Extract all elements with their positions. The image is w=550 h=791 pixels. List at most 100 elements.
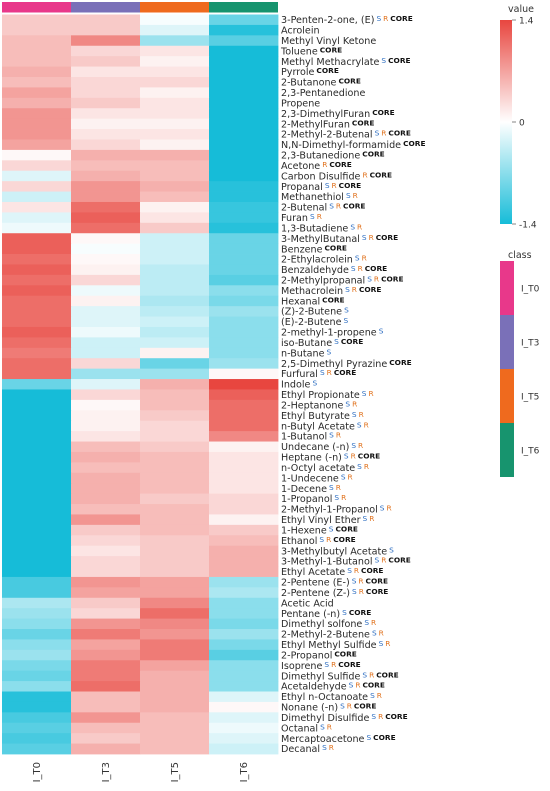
heatmap-cell [140, 420, 210, 432]
heatmap-cell [71, 389, 141, 401]
heatmap-cell [2, 618, 72, 630]
row-tag-s: S [345, 399, 350, 408]
row-tag-r: R [381, 128, 386, 137]
row-label: 2,3-Butanedione CORE [281, 149, 385, 161]
heatmap-cell [2, 14, 72, 26]
row-label: 1-Butanol S R [281, 430, 341, 442]
row-tag-core: CORE [390, 14, 412, 23]
row-tag-s: S [352, 576, 357, 585]
row-tag-s: S [329, 482, 334, 491]
class-bar-I_T3 [71, 2, 140, 13]
row-tag-r: R [341, 493, 346, 502]
heatmap-cell [71, 712, 141, 724]
heatmap-cell [2, 139, 72, 151]
row-tag-s: S [334, 493, 339, 502]
heatmap-cell [209, 629, 279, 640]
heatmap-cell [71, 535, 141, 547]
row-label: Undecane (-n) S R [281, 441, 363, 453]
heatmap-cell [2, 170, 72, 182]
heatmap-cell [71, 597, 141, 609]
row-tag-core: CORE [354, 701, 376, 710]
row-tag-r: R [359, 409, 364, 418]
row-tag-r: R [348, 472, 353, 481]
heatmap-cell [140, 639, 210, 651]
heatmap-cell [140, 222, 210, 234]
heatmap-cell [209, 285, 279, 297]
row-tag-core: CORE [385, 712, 407, 721]
heatmap-cell [140, 316, 210, 328]
heatmap-cell [2, 191, 72, 203]
heatmap-cell [140, 181, 210, 192]
heatmap-cell [2, 45, 72, 57]
row-tag-core: CORE [365, 264, 387, 273]
row-label: Methyl Methacrylate S CORE [281, 55, 411, 67]
heatmap-cell [140, 587, 210, 599]
row-label: Octanal S R [281, 722, 332, 734]
heatmap-cell [140, 212, 210, 224]
heatmap-cell [2, 295, 72, 307]
class-legend-title: class [508, 250, 532, 261]
heatmap-cell [209, 493, 279, 505]
heatmap-cell [71, 56, 141, 67]
heatmap-cell [2, 243, 72, 255]
heatmap-cell [209, 410, 279, 422]
row-label: 2-MethylFuran CORE [281, 118, 374, 130]
heatmap-cell [140, 347, 210, 359]
row-label: 2-Heptanone S R [281, 399, 357, 411]
row-tag-s: S [352, 587, 357, 596]
row-label: Ethyl Propionate S R [281, 389, 374, 401]
heatmap-cell [140, 462, 210, 474]
row-label: n-Butyl Acetate S R [281, 420, 369, 432]
row-tag-core: CORE [329, 159, 351, 168]
row-label: 2-Methyl-2-Butene S R [281, 628, 384, 640]
heatmap-cell [209, 108, 279, 120]
heatmap-cell [140, 597, 210, 609]
row-tag-s: S [351, 264, 356, 273]
row-label: Acetone R CORE [281, 159, 352, 171]
row-tag-core: CORE [325, 243, 347, 252]
heatmap-cell [2, 493, 72, 505]
row-tag-s: S [364, 618, 369, 627]
heatmap-cell [140, 45, 210, 57]
heatmap-cell [209, 45, 279, 57]
heatmap-cell [140, 514, 210, 526]
heatmap-cell [2, 462, 72, 474]
heatmap-cell [71, 316, 141, 328]
heatmap-cell [140, 87, 210, 99]
heatmap-cell [209, 254, 279, 265]
heatmap-cell [209, 212, 279, 224]
row-tag-s: S [329, 201, 334, 210]
colorbar-tick-label: 1.4 [519, 17, 534, 27]
heatmap-cell [71, 576, 141, 588]
row-tag-r: R [353, 191, 358, 200]
row-tag-core: CORE [339, 180, 361, 189]
heatmap-cell [209, 316, 279, 328]
heatmap-cell [71, 201, 141, 213]
row-label: 1-Undecene S R [281, 472, 353, 484]
heatmap-cell [71, 472, 141, 484]
row-tag-core: CORE [341, 337, 363, 346]
column-label: I_T3 [101, 762, 112, 782]
heatmap-cell [209, 483, 279, 495]
heatmap-cell [209, 576, 279, 588]
heatmap-cell [209, 681, 279, 692]
row-tag-r: R [371, 618, 376, 627]
heatmap-cell [140, 451, 210, 463]
row-tag-core: CORE [320, 45, 342, 54]
row-tag-core: CORE [349, 607, 371, 616]
row-label: Ethyl n-Octanoate S R [281, 691, 382, 703]
row-tag-r: R [358, 576, 363, 585]
heatmap-cell [2, 212, 72, 224]
row-tag-s: S [344, 305, 349, 314]
row-tag-s: S [347, 566, 352, 575]
row-tag-s: S [344, 451, 349, 460]
heatmap-cell [71, 337, 141, 349]
row-label: (Z)-2-Butene S [281, 305, 349, 317]
heatmap-cell [209, 368, 279, 380]
heatmap-cell [2, 472, 72, 484]
row-label: 1,3-Butadiene S R [281, 222, 362, 234]
row-tag-r: R [369, 514, 374, 523]
heatmap-cell [2, 504, 72, 515]
heatmap-cell [71, 587, 141, 599]
heatmap-cell [71, 139, 141, 151]
